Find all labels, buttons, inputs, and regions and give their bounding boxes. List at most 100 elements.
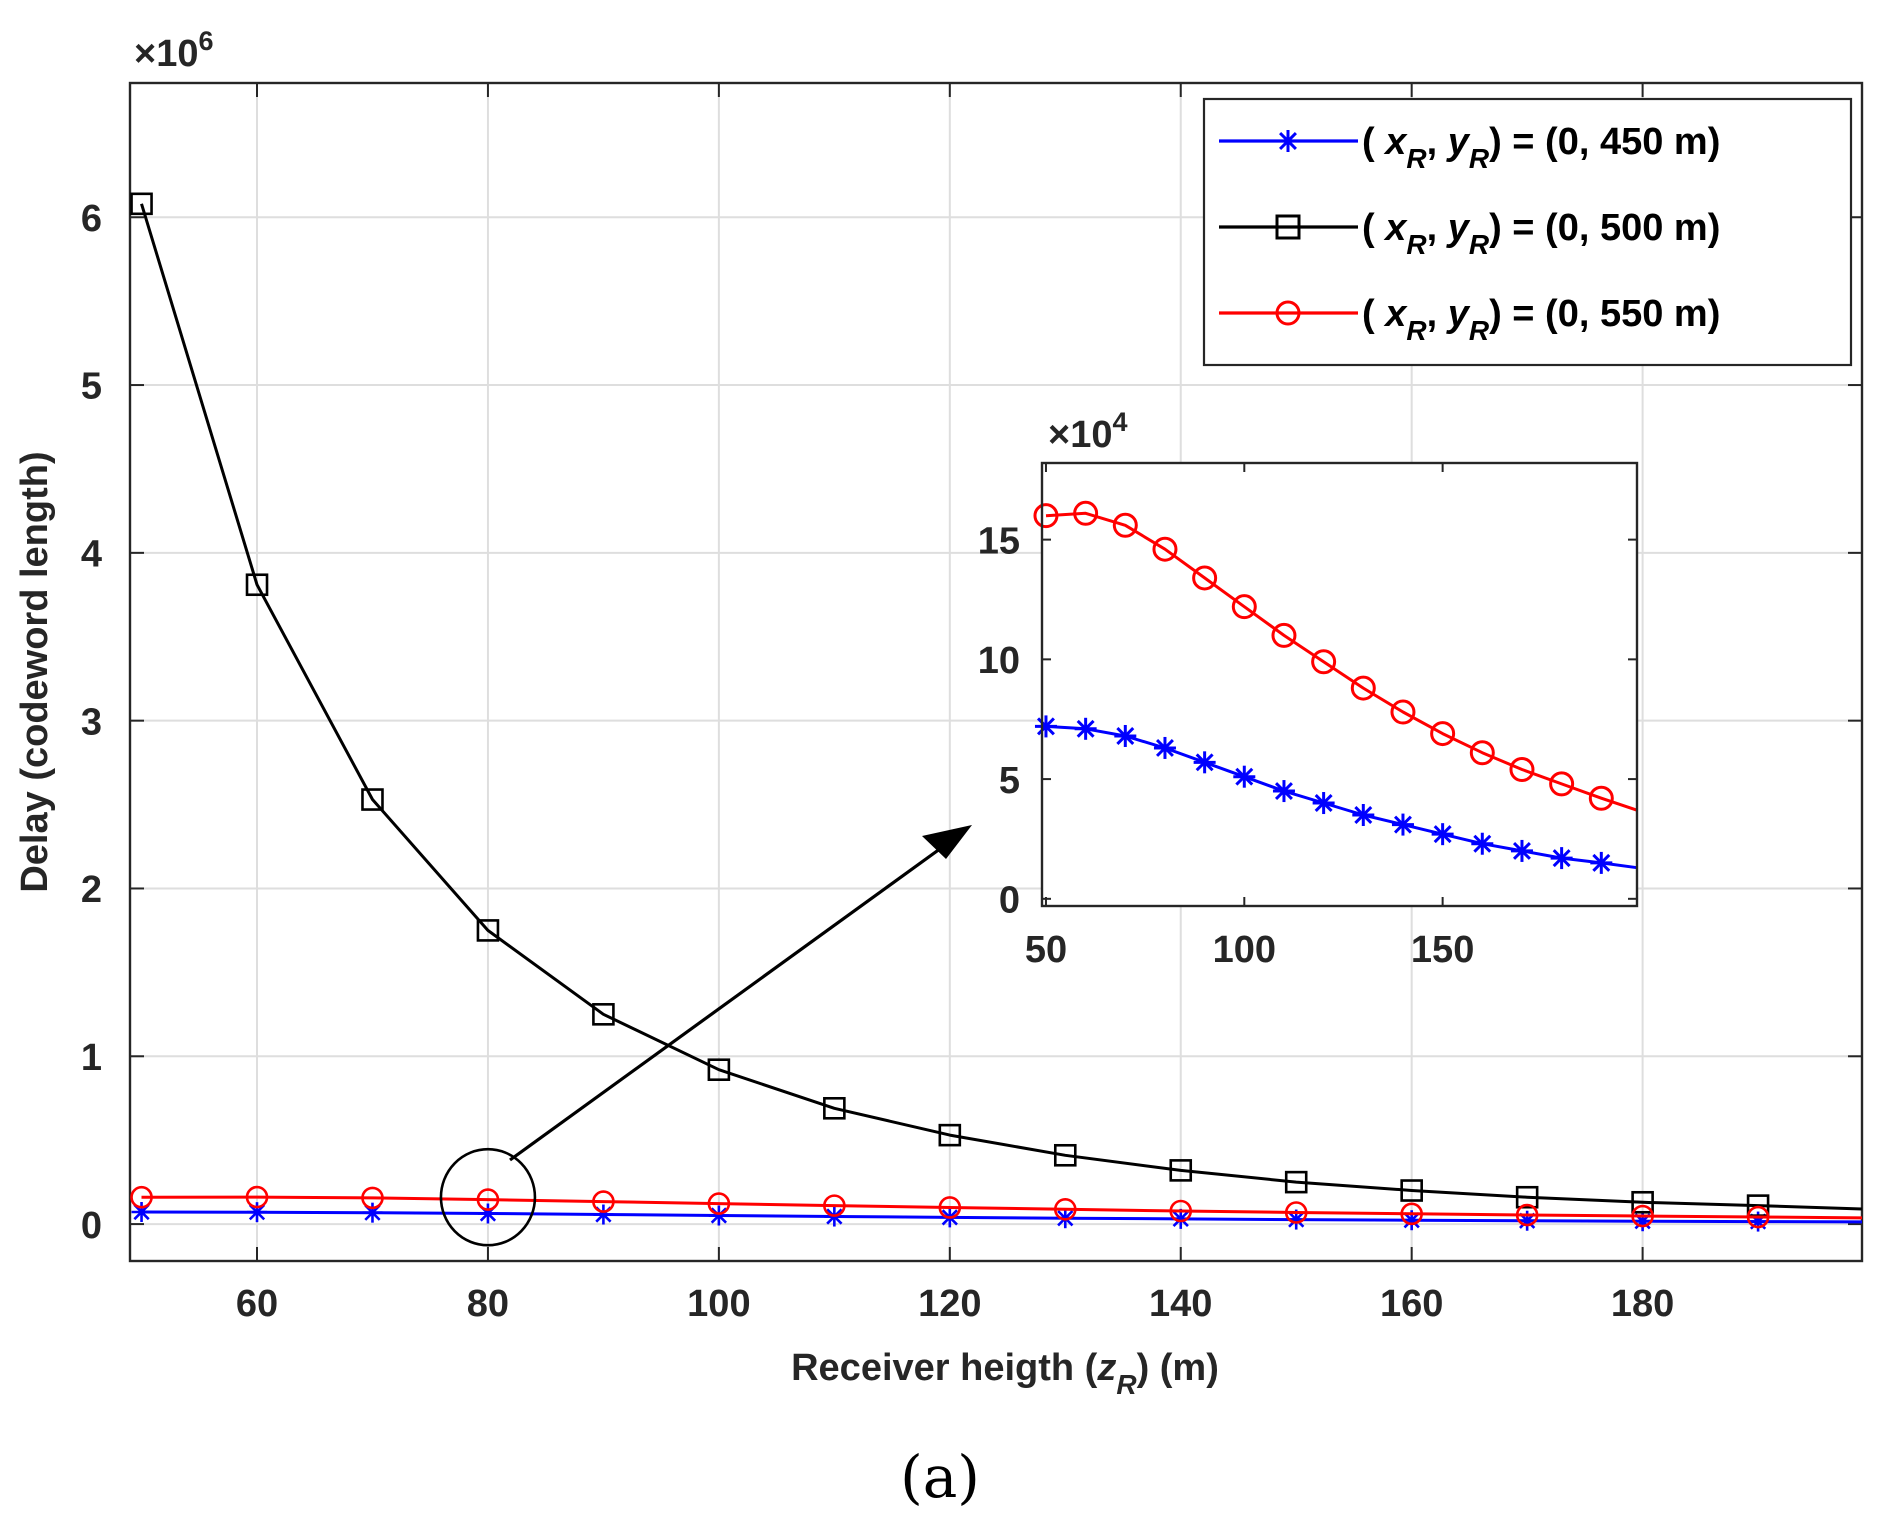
data-point — [1590, 851, 1613, 874]
x-tick-label: 140 — [1149, 1283, 1212, 1325]
data-point — [1509, 757, 1535, 783]
legend-entry-1: ( xR, yR) = (0, 450 m) — [1219, 121, 1720, 174]
y-tick-label: 6 — [81, 198, 102, 240]
series-1 — [1034, 715, 1638, 874]
legend-label: ( xR, yR) = (0, 550 m) — [1362, 293, 1720, 346]
y-tick-label: 1 — [81, 1037, 102, 1079]
data-point — [708, 1205, 729, 1226]
inset-background — [1042, 463, 1637, 906]
y-tick-label: 3 — [81, 701, 102, 743]
data-point — [130, 1185, 153, 1209]
data-point — [1272, 780, 1295, 803]
data-point — [1471, 832, 1494, 855]
legend-marker — [1277, 130, 1299, 152]
data-point — [1284, 1201, 1308, 1224]
data-point — [361, 1186, 384, 1210]
y-tick-label: 4 — [81, 534, 102, 576]
series-1 — [131, 1202, 1863, 1232]
series-3 — [130, 1185, 1863, 1229]
data-point — [1112, 512, 1138, 538]
data-point — [1631, 1190, 1654, 1214]
x-tick-label: 150 — [1411, 929, 1474, 971]
data-point — [1114, 724, 1137, 747]
series-line — [141, 1210, 1863, 1224]
y-tick-label: 5 — [81, 366, 102, 408]
x-tick-label: 100 — [1213, 929, 1276, 971]
legend-entry-2: ( xR, yR) = (0, 500 m) — [1219, 207, 1720, 260]
data-point — [1152, 536, 1178, 562]
data-point — [476, 1188, 500, 1211]
data-point — [592, 1190, 615, 1213]
y-tick-label: 10 — [978, 640, 1020, 682]
legend: ( xR, yR) = (0, 450 m) ( xR, yR) = (0, 50… — [1202, 97, 1853, 367]
legend-label: ( xR, yR) = (0, 450 m) — [1362, 121, 1720, 174]
data-point — [1390, 699, 1416, 725]
data-point — [592, 1003, 615, 1026]
inset-plot: 50 100 150 0 5 10 15 ×104 — [978, 407, 1639, 971]
data-point — [1510, 839, 1533, 862]
y-tick-label: 15 — [978, 520, 1020, 562]
x-tick-label: 50 — [1025, 929, 1067, 971]
data-point — [1169, 1199, 1193, 1223]
data-point — [1153, 736, 1176, 759]
data-point — [1400, 1202, 1423, 1226]
data-point — [1469, 740, 1495, 766]
zoom-circle — [439, 1147, 537, 1247]
data-point — [1549, 771, 1575, 797]
x-tick-label: 120 — [918, 1283, 981, 1325]
y-tick-label: 2 — [81, 869, 102, 911]
main-y-axis-label: Delay (codeword length) — [14, 451, 56, 892]
inset-ticks: 50 100 150 0 5 10 15 — [978, 463, 1637, 971]
inset-series — [1033, 500, 1638, 874]
data-point — [245, 1185, 269, 1209]
x-tick-label: 60 — [236, 1283, 278, 1325]
series-line — [140, 203, 1863, 1211]
main-series — [130, 192, 1863, 1232]
data-point — [1746, 1205, 1770, 1229]
data-point — [823, 1096, 846, 1120]
legend-entries: ( xR, yR) = (0, 450 m) ( xR, yR) = (0, 50… — [1219, 121, 1720, 346]
series-line — [1045, 511, 1638, 812]
data-point — [1400, 1179, 1423, 1202]
data-point — [1053, 1143, 1077, 1167]
data-point — [707, 1192, 731, 1215]
data-point — [1169, 1159, 1193, 1182]
data-point — [1074, 717, 1097, 740]
data-point — [1311, 649, 1337, 675]
main-x-axis-label: Receiver heigth (zR) (m) — [791, 1347, 1219, 1400]
x-tick-label: 100 — [687, 1283, 750, 1325]
data-point — [1033, 503, 1059, 529]
data-point — [1515, 1185, 1539, 1209]
data-point — [1073, 500, 1099, 526]
zoom-annotation — [439, 825, 972, 1247]
data-point — [361, 788, 384, 811]
data-point — [707, 1058, 731, 1082]
x-tick-label: 160 — [1380, 1283, 1443, 1325]
y-tick-label: 0 — [81, 1205, 102, 1247]
data-point — [1053, 1198, 1077, 1221]
data-point — [1430, 721, 1456, 747]
data-point — [1588, 785, 1614, 811]
data-point — [1550, 847, 1573, 870]
inset-y-exponent: ×104 — [1048, 407, 1128, 456]
main-axes-box — [128, 81, 1864, 1263]
series-line — [141, 1195, 1863, 1220]
data-point — [1034, 715, 1057, 738]
data-point — [1271, 622, 1297, 648]
y-tick-label: 0 — [999, 879, 1020, 921]
series-2 — [1033, 500, 1638, 812]
series-line — [1045, 724, 1638, 870]
zoom-arrow-line — [509, 836, 956, 1162]
data-point — [938, 1123, 962, 1147]
data-point — [938, 1196, 962, 1219]
data-point — [1193, 751, 1216, 774]
x-tick-label: 80 — [467, 1283, 509, 1325]
data-point — [247, 1202, 268, 1223]
inset-axes-box — [1040, 461, 1639, 908]
data-point — [1231, 594, 1257, 620]
data-point — [130, 192, 153, 216]
figure-caption: (a) — [900, 1443, 980, 1511]
data-point — [1192, 565, 1218, 591]
